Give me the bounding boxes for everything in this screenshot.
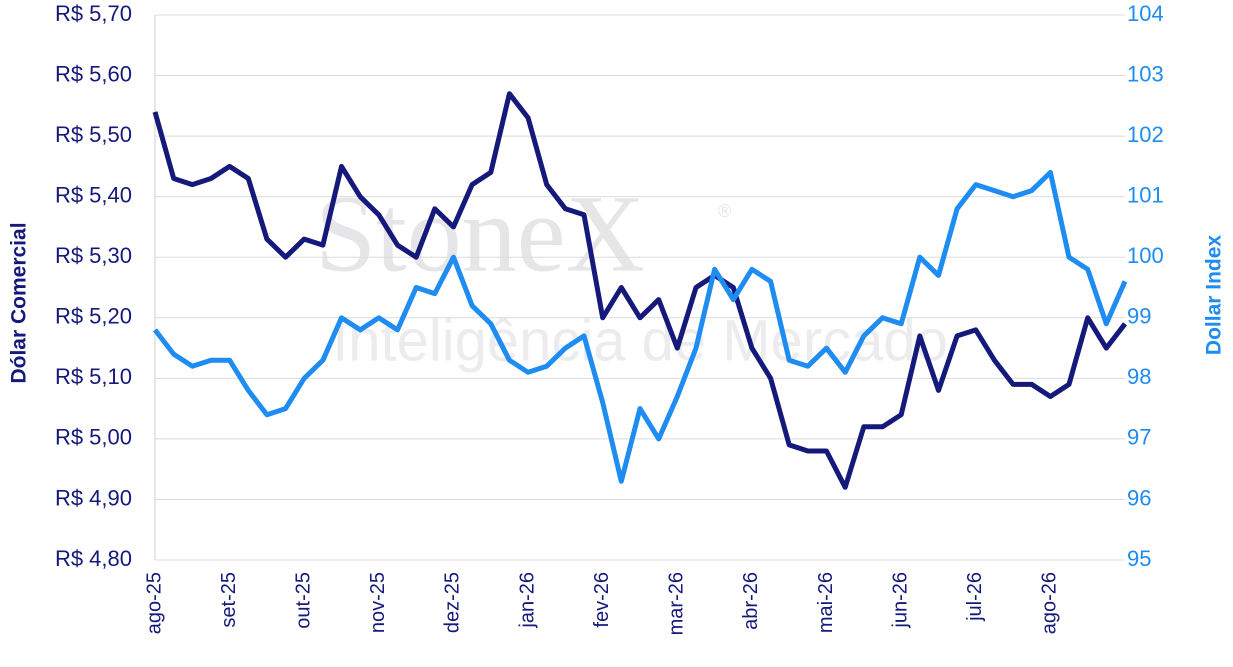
y2-tick-label: 98 — [1127, 364, 1151, 389]
data-line — [152, 91, 1127, 490]
x-tick-label: ago-25 — [143, 572, 165, 634]
y-tick-label: R$ 5,60 — [55, 61, 132, 86]
x-tick-label: fev-26 — [591, 572, 613, 628]
x-tick-label: ago-26 — [1039, 572, 1061, 634]
x-tick-label: mai-26 — [815, 572, 837, 633]
y-tick-label: R$ 5,40 — [55, 182, 132, 207]
x-tick-label: dez-25 — [442, 572, 464, 633]
y-tick-label: R$ 5,00 — [55, 425, 132, 450]
y2-tick-label: 96 — [1127, 485, 1151, 510]
y2-tick-label: 97 — [1127, 425, 1151, 450]
y2-tick-label: 100 — [1127, 243, 1164, 268]
y-tick-label: R$ 4,90 — [55, 485, 132, 510]
y2-tick-label: 104 — [1127, 1, 1164, 26]
y2-tick-label: 95 — [1127, 546, 1151, 571]
y2-tick-label: 101 — [1127, 182, 1164, 207]
x-tick-label: abr-26 — [740, 572, 762, 630]
x-tick-label: out-25 — [293, 572, 315, 629]
y-tick-label: R$ 5,70 — [55, 1, 132, 26]
x-tick-label: jun-26 — [889, 572, 911, 629]
y-axis-title: Dólar Comercial — [8, 222, 31, 383]
x-tick-label: jul-26 — [964, 572, 986, 622]
x-tick-label: jan-26 — [516, 572, 538, 629]
y-tick-label: R$ 5,50 — [55, 122, 132, 147]
x-tick-label: mar-26 — [666, 572, 688, 635]
x-tick-label: set-25 — [218, 572, 240, 628]
y-tick-label: R$ 4,80 — [55, 546, 132, 571]
watermark-mark: ® — [718, 201, 731, 221]
y2-tick-label: 102 — [1127, 122, 1164, 147]
watermark-brand: StoneX — [315, 172, 645, 294]
y2-tick-label: 99 — [1127, 304, 1151, 329]
y-tick-label: R$ 5,10 — [55, 364, 132, 389]
x-tick-label: nov-25 — [367, 572, 389, 633]
y2-tick-label: 103 — [1127, 61, 1164, 86]
y-tick-label: R$ 5,20 — [55, 304, 132, 329]
y2-axis-title: Dollar Index — [1203, 235, 1226, 356]
data-line — [153, 169, 1128, 484]
y-tick-label: R$ 5,30 — [55, 243, 132, 268]
